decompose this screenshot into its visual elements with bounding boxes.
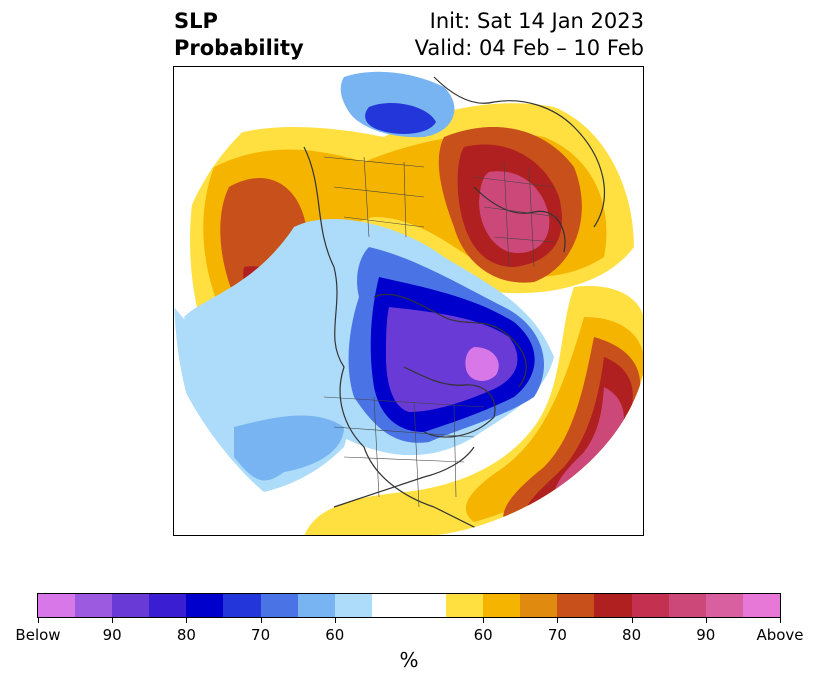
colorbar-segment — [520, 594, 558, 617]
colorbar-tickmark — [780, 618, 781, 623]
political-borders — [323, 156, 560, 508]
colorbar-label: % — [399, 648, 419, 672]
colorbar-tickmark — [557, 618, 559, 623]
chart-title-right: Init: Sat 14 Jan 2023 Valid: 04 Feb – 10… — [415, 8, 644, 62]
colorbar-tick-label: 60 — [473, 626, 493, 644]
colorbar-tickmark — [334, 618, 336, 623]
colorbar-segment — [371, 594, 409, 617]
chart-title-left: SLP Probability — [174, 8, 304, 62]
colorbar-segment — [186, 594, 224, 617]
colorbar-segment — [75, 594, 113, 617]
title-variable: SLP — [174, 9, 218, 33]
colorbar-segment — [668, 594, 706, 617]
colorbar-segment — [334, 594, 372, 617]
colorbar-tick-label: 80 — [622, 626, 642, 644]
colorbar-segment — [483, 594, 521, 617]
above-normal-max-atlantic — [554, 387, 624, 497]
colorbar-segment — [297, 594, 335, 617]
colorbar-tickmark — [112, 618, 114, 623]
title-init-date: Init: Sat 14 Jan 2023 — [429, 9, 644, 33]
below-normal-max-arctic — [465, 347, 499, 381]
below-normal-region-pacific-mid — [234, 415, 344, 481]
colorbar-tick-label: 80 — [176, 626, 196, 644]
below-normal-core-arctic — [386, 307, 518, 412]
colorbar-segment — [705, 594, 743, 617]
colorbar-segment — [594, 594, 632, 617]
colorbar-segment — [557, 594, 595, 617]
colorbar-tick-label: 70 — [251, 626, 271, 644]
colorbar-tickmark — [186, 618, 188, 623]
title-product: Probability — [174, 36, 304, 60]
colorbar-segment — [742, 594, 780, 617]
colorbar-segment — [260, 594, 298, 617]
colorbar-tickmark — [631, 618, 633, 623]
colorbar-tick-label: 90 — [102, 626, 122, 644]
colorbar-segment — [112, 594, 150, 617]
colorbar-tick-label: 90 — [696, 626, 716, 644]
colorbar-segment — [38, 594, 76, 617]
colorbar-tickmark — [483, 618, 485, 623]
colorbar-segment — [446, 594, 484, 617]
below-normal-core-europe — [365, 102, 436, 134]
colorbar-segment — [223, 594, 261, 617]
polar-map — [173, 66, 644, 536]
colorbar-tick-label: Below — [15, 626, 61, 644]
coastline-overlay — [303, 76, 605, 535]
colorbar-tickmark — [260, 618, 262, 623]
colorbar-tickmark — [38, 618, 39, 623]
colorbar-segment — [149, 594, 187, 617]
colorbar — [37, 593, 781, 618]
colorbar-tick-label: 70 — [547, 626, 567, 644]
colorbar-tick-label: 60 — [325, 626, 345, 644]
colorbar-segment — [631, 594, 669, 617]
colorbar-segment — [408, 594, 447, 617]
colorbar-tickmark — [705, 618, 707, 623]
colorbar-tick-label: Above — [756, 626, 804, 644]
title-valid-range: Valid: 04 Feb – 10 Feb — [414, 36, 644, 60]
probability-map-svg — [174, 67, 643, 535]
